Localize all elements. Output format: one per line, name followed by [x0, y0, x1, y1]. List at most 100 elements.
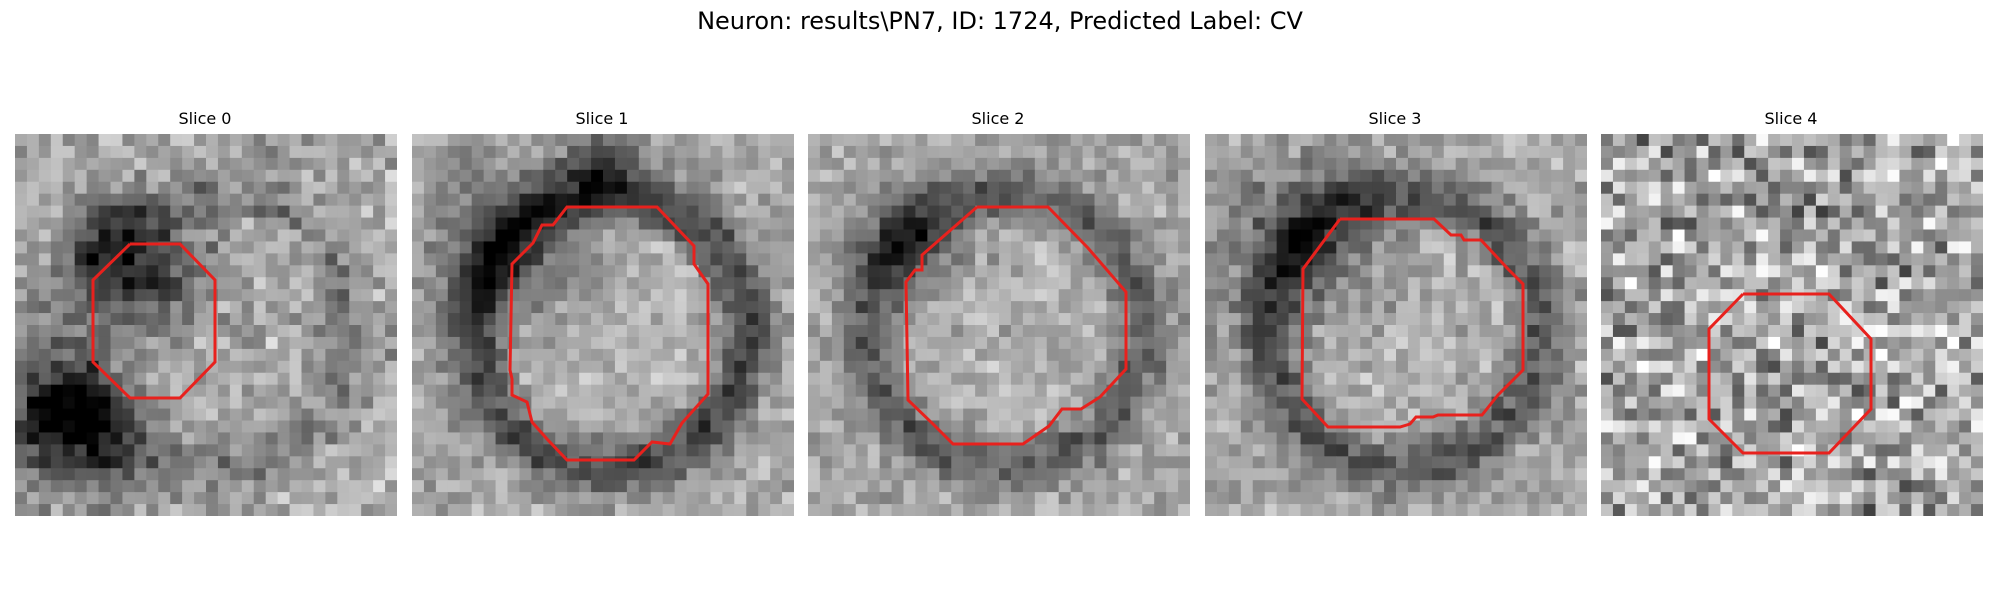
image-pixel: [1696, 145, 1709, 159]
image-pixel: [591, 134, 604, 147]
image-pixel: [927, 169, 940, 183]
image-pixel: [122, 217, 135, 230]
image-pixel: [1467, 265, 1481, 278]
image-pixel: [579, 456, 592, 469]
image-pixel: [1827, 277, 1841, 290]
image-pixel: [385, 145, 397, 159]
image-pixel: [927, 277, 940, 290]
image-pixel: [1720, 181, 1733, 195]
image-pixel: [1300, 456, 1313, 469]
image-pixel: [38, 504, 52, 516]
image-pixel: [1744, 444, 1757, 457]
image-pixel: [758, 134, 771, 147]
image-pixel: [483, 480, 497, 493]
image-pixel: [301, 229, 314, 242]
image-pixel: [603, 444, 616, 457]
image-pixel: [74, 348, 88, 362]
image-pixel: [531, 325, 544, 338]
image-pixel: [1082, 384, 1095, 398]
image-pixel: [483, 456, 497, 469]
image-pixel: [867, 181, 881, 195]
image-pixel: [879, 432, 893, 445]
image-pixel: [86, 205, 100, 219]
image-pixel: [1094, 420, 1107, 433]
image-pixel: [710, 157, 723, 171]
image-pixel: [1264, 241, 1278, 254]
image-pixel: [1839, 289, 1853, 302]
image-pixel: [734, 169, 747, 183]
image-pixel: [471, 456, 485, 469]
image-pixel: [86, 169, 100, 183]
image-pixel: [879, 504, 893, 516]
image-pixel: [1601, 205, 1614, 219]
image-pixel: [746, 325, 759, 338]
image-pixel: [1503, 181, 1516, 195]
image-pixel: [1636, 336, 1650, 350]
image-pixel: [975, 217, 988, 230]
image-pixel: [1648, 372, 1662, 386]
image-pixel: [62, 384, 76, 398]
image-pixel: [1863, 253, 1877, 266]
image-pixel: [265, 420, 279, 433]
image-pixel: [1348, 181, 1361, 195]
image-pixel: [447, 253, 461, 266]
image-pixel: [1419, 134, 1433, 147]
image-pixel: [1142, 289, 1155, 302]
image-pixel: [182, 372, 195, 386]
image-pixel: [1010, 229, 1024, 242]
image-pixel: [674, 289, 688, 302]
image-pixel: [313, 241, 326, 254]
image-pixel: [698, 134, 711, 147]
image-pixel: [373, 360, 386, 374]
image-pixel: [1384, 289, 1397, 302]
image-pixel: [1863, 277, 1877, 290]
image-pixel: [819, 456, 833, 469]
image-pixel: [1130, 313, 1143, 326]
image-pixel: [1300, 157, 1313, 171]
image-pixel: [86, 504, 100, 516]
image-pixel: [483, 157, 497, 171]
image-pixel: [638, 277, 652, 290]
image-pixel: [915, 372, 928, 386]
image-pixel: [1336, 468, 1349, 481]
image-pixel: [1720, 169, 1733, 183]
image-pixel: [459, 134, 473, 147]
image-pixel: [1154, 444, 1167, 457]
image-pixel: [674, 277, 688, 290]
image-pixel: [50, 348, 64, 362]
image-pixel: [819, 408, 833, 421]
image-pixel: [1058, 468, 1072, 481]
image-pixel: [1660, 241, 1674, 254]
image-pixel: [206, 301, 219, 314]
image-pixel: [662, 504, 676, 516]
image-pixel: [1563, 384, 1576, 398]
image-pixel: [638, 313, 652, 326]
image-pixel: [1082, 492, 1095, 505]
image-pixel: [1684, 265, 1697, 278]
image-pixel: [1130, 169, 1143, 183]
image-pixel: [1070, 468, 1084, 481]
image-pixel: [206, 420, 219, 433]
image-pixel: [746, 205, 759, 219]
image-pixel: [1300, 408, 1313, 421]
image-pixel: [519, 348, 532, 362]
image-pixel: [361, 145, 374, 159]
image-pixel: [337, 372, 350, 386]
image-pixel: [1601, 408, 1614, 421]
image-pixel: [1503, 229, 1516, 242]
image-pixel: [579, 193, 592, 207]
image-pixel: [975, 325, 988, 338]
image-pixel: [1240, 265, 1254, 278]
image-pixel: [1491, 229, 1504, 242]
image-pixel: [1971, 301, 1983, 314]
image-pixel: [412, 313, 425, 326]
image-pixel: [831, 301, 845, 314]
image-pixel: [843, 384, 857, 398]
image-pixel: [495, 289, 508, 302]
image-pixel: [122, 336, 135, 350]
image-pixel: [770, 432, 783, 445]
image-pixel: [686, 229, 699, 242]
image-pixel: [650, 396, 664, 410]
image-pixel: [722, 157, 735, 171]
image-pixel: [1660, 360, 1674, 374]
